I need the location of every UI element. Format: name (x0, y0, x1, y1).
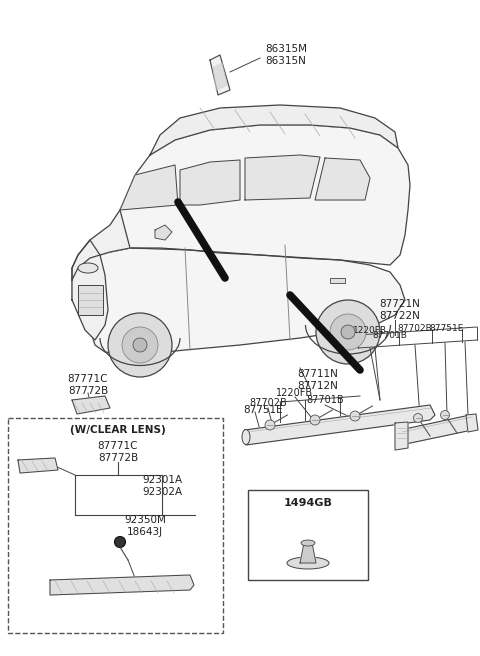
Text: 1220FB: 1220FB (353, 326, 387, 335)
Polygon shape (110, 125, 410, 265)
Polygon shape (150, 105, 398, 155)
Polygon shape (300, 543, 316, 563)
Circle shape (341, 325, 355, 339)
Circle shape (330, 314, 366, 350)
Text: 86315M
86315N: 86315M 86315N (265, 44, 307, 66)
Polygon shape (315, 158, 370, 200)
Polygon shape (72, 240, 108, 340)
Ellipse shape (242, 430, 250, 445)
Polygon shape (245, 155, 320, 200)
Circle shape (413, 413, 422, 422)
Bar (78, 285, 103, 315)
Polygon shape (72, 210, 130, 280)
Polygon shape (155, 225, 172, 240)
Circle shape (350, 411, 360, 421)
Text: 87711N
87712N: 87711N 87712N (298, 369, 338, 391)
Polygon shape (72, 396, 110, 414)
Text: 92350M
18643J: 92350M 18643J (124, 515, 166, 537)
Circle shape (108, 313, 172, 377)
Text: 87771C
87772B: 87771C 87772B (98, 441, 138, 462)
Polygon shape (72, 248, 405, 355)
Text: 87701B: 87701B (372, 331, 408, 340)
Polygon shape (213, 63, 227, 90)
FancyBboxPatch shape (8, 418, 223, 633)
Polygon shape (18, 458, 58, 473)
Circle shape (265, 420, 275, 430)
Text: 87751E: 87751E (243, 405, 283, 415)
Bar (248, 490, 368, 580)
Circle shape (316, 300, 380, 364)
Circle shape (441, 411, 449, 419)
Text: 87751E: 87751E (430, 324, 464, 333)
Circle shape (115, 537, 125, 548)
Text: (W/CLEAR LENS): (W/CLEAR LENS) (70, 425, 166, 435)
Polygon shape (210, 55, 230, 95)
Text: 87702B: 87702B (249, 398, 287, 408)
Text: 87702B: 87702B (397, 324, 432, 333)
Text: 87721N
87722N: 87721N 87722N (380, 299, 420, 321)
Bar (330, 278, 345, 283)
Text: 1494GB: 1494GB (284, 498, 333, 508)
Circle shape (310, 415, 320, 425)
Ellipse shape (301, 540, 315, 546)
Text: 87701B: 87701B (306, 395, 344, 405)
Circle shape (122, 327, 158, 363)
Ellipse shape (287, 557, 329, 569)
Polygon shape (395, 422, 408, 450)
Polygon shape (466, 414, 478, 432)
Polygon shape (120, 165, 178, 210)
Ellipse shape (78, 263, 98, 273)
Circle shape (133, 338, 147, 352)
Polygon shape (50, 575, 194, 595)
Polygon shape (180, 160, 240, 205)
Polygon shape (400, 415, 474, 445)
Polygon shape (245, 405, 435, 445)
Text: 1220FB: 1220FB (276, 388, 313, 398)
Text: 92301A
92302A: 92301A 92302A (142, 475, 182, 497)
Text: 87771C
87772B: 87771C 87772B (68, 374, 108, 396)
